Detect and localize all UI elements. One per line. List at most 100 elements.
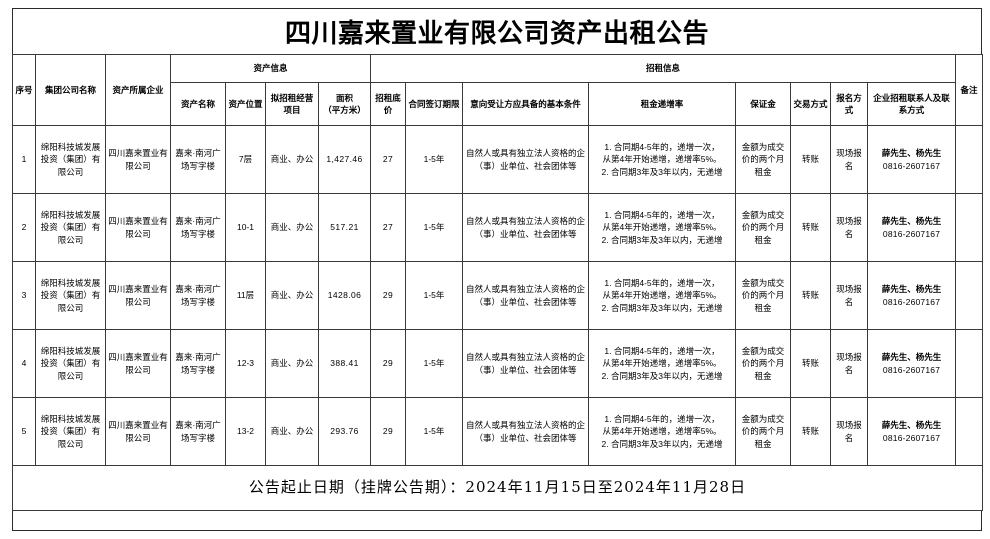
contact-name: 薛先生、杨先生 (881, 352, 942, 363)
cell-asset-location: 13-2 (225, 397, 266, 466)
cell-owner-enterprise: 四川嘉来置业有限公司 (105, 261, 171, 330)
cell-signup-method: 现场报名 (830, 193, 869, 262)
cell-planned-business: 商业、办公 (265, 397, 319, 466)
cell-base-price: 27 (370, 193, 407, 262)
table-row: 5 绵阳科技城发展投资（集团）有限公司 四川嘉来置业有限公司 嘉来·南河广场写字… (12, 397, 984, 466)
contact-phone: 0816-2607167 (882, 296, 941, 307)
col-header-signup-method: 报名方式 (830, 82, 869, 126)
table-row: 1 绵阳科技城发展投资（集团）有限公司 四川嘉来置业有限公司 嘉来·南河广场写字… (12, 125, 984, 194)
col-header-area-label: 面积 (336, 92, 354, 103)
cell-area: 517.21 (317, 193, 372, 262)
cell-base-price: 29 (370, 329, 407, 398)
cell-remarks (955, 397, 984, 466)
increase-line-2: 从第4年开始递增，递增率5%。 (602, 222, 722, 233)
cell-area: 1,427.46 (317, 125, 372, 194)
cell-asset-name: 嘉来·南河广场写字楼 (170, 329, 226, 398)
cell-planned-business: 商业、办公 (265, 193, 319, 262)
col-header-deposit: 保证金 (735, 82, 792, 126)
col-header-trade-method: 交易方式 (790, 82, 832, 126)
increase-line-3: 2. 合同期3年及3年以内，无递增 (601, 438, 723, 449)
increase-line-1: 1. 合同期4-5年的，递增一次， (604, 210, 720, 221)
announcement-period-text: 公告起止日期（挂牌公告期）：2024年11月15日至2024年11月28日 (11, 465, 984, 511)
cell-increase-rate: 1. 合同期4-5年的，递增一次， 从第4年开始递增，递增率5%。 2. 合同期… (588, 125, 737, 194)
cell-owner-enterprise: 四川嘉来置业有限公司 (105, 397, 171, 466)
col-header-remarks: 备注 (955, 54, 984, 126)
header-row-group: 序号 集团公司名称 资产所属企业 资产信息 招租信息 备注 (12, 54, 984, 126)
cell-signup-method: 现场报名 (830, 329, 869, 398)
table-row: 4 绵阳科技城发展投资（集团）有限公司 四川嘉来置业有限公司 嘉来·南河广场写字… (12, 329, 984, 398)
cell-base-price: 29 (370, 261, 407, 330)
cell-increase-rate: 1. 合同期4-5年的，递增一次， 从第4年开始递增，递增率5%。 2. 合同期… (588, 397, 737, 466)
cell-planned-business: 商业、办公 (265, 329, 319, 398)
col-header-area: 面积 （平方米） (317, 82, 372, 126)
cell-deposit: 金额为成交价的两个月租金 (735, 125, 792, 194)
increase-line-2: 从第4年开始递增，递增率5%。 (602, 358, 722, 369)
col-header-lease-info: 招租信息 (370, 54, 957, 83)
increase-line-1: 1. 合同期4-5年的，递增一次， (604, 278, 720, 289)
cell-increase-rate: 1. 合同期4-5年的，递增一次， 从第4年开始递增，递增率5%。 2. 合同期… (588, 193, 737, 262)
increase-line-2: 从第4年开始递增，递增率5%。 (602, 290, 722, 301)
cell-asset-name: 嘉来·南河广场写字楼 (170, 261, 226, 330)
col-header-asset-location: 资产位置 (225, 82, 266, 126)
cell-seq: 4 (12, 329, 36, 398)
cell-owner-enterprise: 四川嘉来置业有限公司 (105, 193, 171, 262)
cell-group-company: 绵阳科技城发展投资（集团）有限公司 (35, 329, 106, 398)
cell-owner-enterprise: 四川嘉来置业有限公司 (105, 329, 171, 398)
cell-remarks (955, 193, 984, 262)
cell-asset-location: 10-1 (225, 193, 266, 262)
cell-basic-conditions: 自然人或具有独立法人资格的企（事）业单位、社会团体等 (462, 193, 590, 262)
col-header-owner-enterprise: 资产所属企业 (105, 54, 171, 126)
cell-asset-location: 7层 (225, 125, 266, 194)
cell-area: 293.76 (317, 397, 372, 466)
cell-seq: 1 (12, 125, 36, 194)
title-zone: 四川嘉来置业有限公司资产出租公告 (13, 9, 981, 54)
announcement-period-row: 公告起止日期（挂牌公告期）：2024年11月15日至2024年11月28日 (11, 465, 984, 511)
cell-remarks (955, 261, 984, 330)
cell-planned-business: 商业、办公 (265, 125, 319, 194)
col-header-base-price: 招租底价 (370, 82, 407, 126)
cell-basic-conditions: 自然人或具有独立法人资格的企（事）业单位、社会团体等 (462, 125, 590, 194)
cell-trade-method: 转账 (790, 329, 832, 398)
cell-asset-name: 嘉来·南河广场写字楼 (170, 397, 226, 466)
increase-line-1: 1. 合同期4-5年的，递增一次， (604, 142, 720, 153)
cell-basic-conditions: 自然人或具有独立法人资格的企（事）业单位、社会团体等 (462, 329, 590, 398)
cell-trade-method: 转账 (790, 261, 832, 330)
increase-line-1: 1. 合同期4-5年的，递增一次， (604, 346, 720, 357)
cell-contact: 薛先生、杨先生 0816-2607167 (867, 125, 957, 194)
increase-line-1: 1. 合同期4-5年的，递增一次， (604, 414, 720, 425)
cell-basic-conditions: 自然人或具有独立法人资格的企（事）业单位、社会团体等 (462, 397, 590, 466)
cell-group-company: 绵阳科技城发展投资（集团）有限公司 (35, 125, 106, 194)
cell-signup-method: 现场报名 (830, 261, 869, 330)
increase-line-3: 2. 合同期3年及3年以内，无递增 (601, 302, 723, 313)
cell-deposit: 金额为成交价的两个月租金 (735, 329, 792, 398)
cell-contact: 薛先生、杨先生 0816-2607167 (867, 261, 957, 330)
cell-owner-enterprise: 四川嘉来置业有限公司 (105, 125, 171, 194)
increase-line-2: 从第4年开始递增，递增率5%。 (602, 426, 722, 437)
cell-seq: 5 (12, 397, 36, 466)
increase-line-3: 2. 合同期3年及3年以内，无递增 (601, 166, 723, 177)
table-row: 3 绵阳科技城发展投资（集团）有限公司 四川嘉来置业有限公司 嘉来·南河广场写字… (12, 261, 984, 330)
col-header-contact: 企业招租联系人及联系方式 (867, 82, 957, 126)
cell-contract-term: 1-5年 (405, 125, 464, 194)
table-head: 序号 集团公司名称 资产所属企业 资产信息 招租信息 备注 资产名称 资产位置 … (12, 54, 984, 126)
cell-basic-conditions: 自然人或具有独立法人资格的企（事）业单位、社会团体等 (462, 261, 590, 330)
cell-asset-name: 嘉来·南河广场写字楼 (170, 125, 226, 194)
contact-name: 薛先生、杨先生 (881, 148, 942, 159)
col-header-group-company: 集团公司名称 (35, 54, 106, 126)
col-header-contract-term: 合同签订期限 (405, 82, 464, 126)
cell-trade-method: 转账 (790, 397, 832, 466)
cell-area: 388.41 (317, 329, 372, 398)
cell-contract-term: 1-5年 (405, 397, 464, 466)
col-header-asset-info: 资产信息 (169, 54, 372, 83)
cell-remarks (955, 329, 984, 398)
cell-increase-rate: 1. 合同期4-5年的，递增一次， 从第4年开始递增，递增率5%。 2. 合同期… (588, 261, 737, 330)
cell-area: 1428.06 (317, 261, 372, 330)
cell-base-price: 29 (370, 397, 407, 466)
increase-line-2: 从第4年开始递增，递增率5%。 (602, 154, 722, 165)
cell-contact: 薛先生、杨先生 0816-2607167 (867, 193, 957, 262)
col-header-asset-name: 资产名称 (170, 82, 226, 126)
col-header-planned-business: 拟招租经营项目 (265, 82, 319, 126)
contact-phone: 0816-2607167 (882, 364, 941, 375)
page-title: 四川嘉来置业有限公司资产出租公告 (284, 19, 709, 49)
